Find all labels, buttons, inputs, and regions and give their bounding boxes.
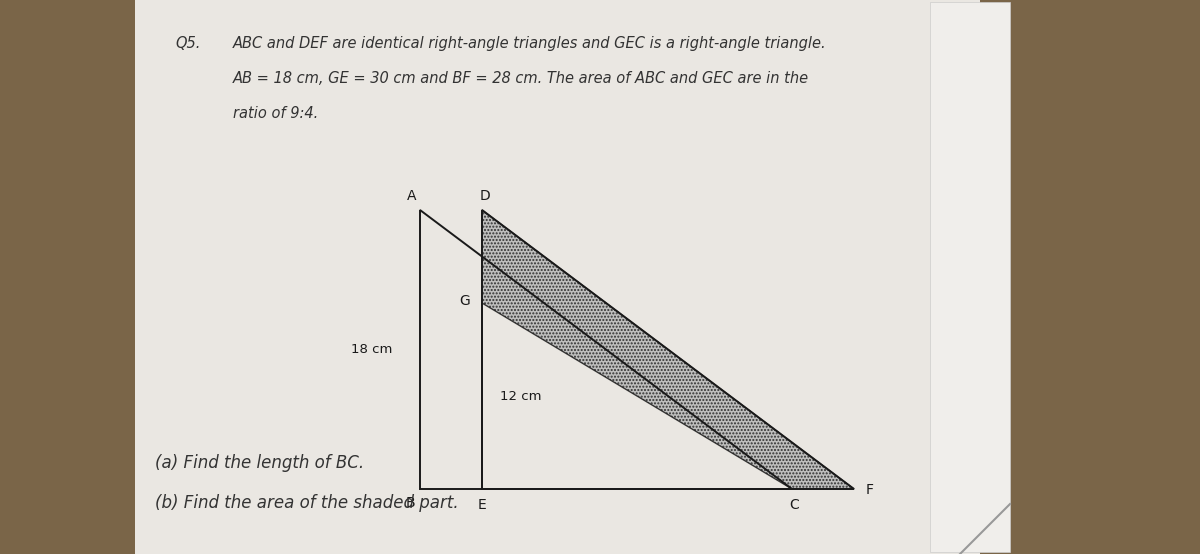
Text: 12 cm: 12 cm <box>500 389 541 403</box>
Text: ratio of 9:4.: ratio of 9:4. <box>233 106 318 121</box>
Bar <box>930 2 1010 552</box>
Text: B: B <box>406 496 415 510</box>
Text: D: D <box>480 189 491 203</box>
Text: F: F <box>866 483 874 497</box>
Text: (a) Find the length of BC.: (a) Find the length of BC. <box>155 454 364 472</box>
Text: C: C <box>790 498 799 512</box>
Text: ABC and DEF are identical right-angle triangles and GEC is a right-angle triangl: ABC and DEF are identical right-angle tr… <box>233 36 827 51</box>
Text: Q5.: Q5. <box>175 36 200 51</box>
Text: G: G <box>460 294 470 308</box>
Text: E: E <box>478 498 486 512</box>
Text: A: A <box>407 189 416 203</box>
Text: (b) Find the area of the shaded part.: (b) Find the area of the shaded part. <box>155 494 458 512</box>
Polygon shape <box>482 210 854 489</box>
Text: AB = 18 cm, GE = 30 cm and BF = 28 cm. The area of ABC and GEC are in the: AB = 18 cm, GE = 30 cm and BF = 28 cm. T… <box>233 71 809 86</box>
Text: 18 cm: 18 cm <box>350 343 392 356</box>
Bar <box>134 0 980 554</box>
